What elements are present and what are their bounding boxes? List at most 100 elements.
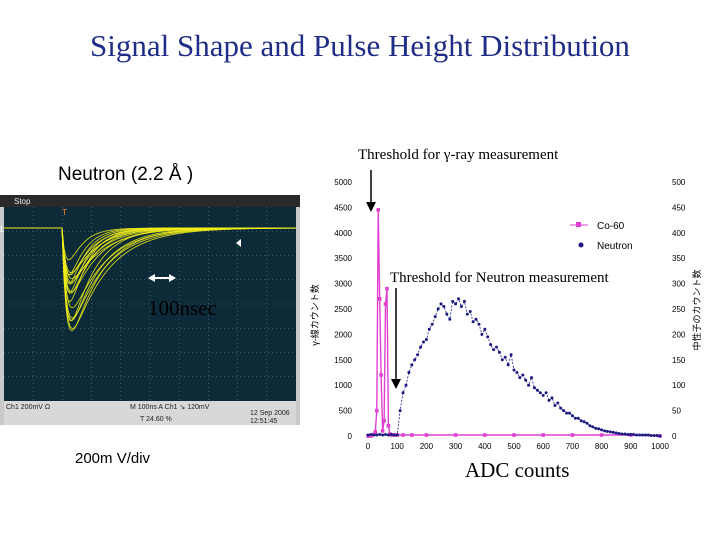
y-right-tick-label: 50 [672,407,681,416]
legend-marker-neutron [578,242,584,248]
data-point-co60 [483,433,487,437]
data-point-neutron [416,353,420,357]
threshold-neutron-label: Threshold for Neutron measurement [390,270,609,286]
data-point-neutron [457,297,460,301]
data-point-neutron [401,391,405,395]
data-point-neutron [623,432,627,436]
data-point-neutron [375,433,379,437]
data-point-neutron [626,433,630,436]
y-right-tick-label: 0 [672,432,677,441]
data-point-neutron [649,434,653,437]
data-point-neutron [442,305,446,308]
y-left-tick-label: 1500 [334,356,352,365]
data-point-neutron [486,335,490,339]
legend-label-neutron: Neutron [597,241,633,252]
data-point-neutron [605,429,609,433]
data-point-neutron [655,434,659,437]
data-point-co60 [369,434,373,438]
data-point-neutron [512,368,516,372]
data-point-neutron [389,433,393,436]
data-point-co60 [401,433,405,437]
data-point-co60 [385,286,389,291]
y-axis-left-label: γ-線カウント数 [309,284,320,346]
data-point-neutron [582,420,586,424]
y-left-tick-label: 2500 [334,305,352,314]
data-point-neutron [568,411,571,415]
trigger-marker: T [62,208,67,217]
y-left-tick-label: 3500 [334,254,352,263]
data-point-neutron [497,350,501,354]
volt-scale-label: 200m V/div [75,450,151,467]
data-point-neutron [603,429,606,433]
data-point-neutron [404,383,408,387]
data-point-neutron [579,419,583,423]
y-left-tick-label: 4000 [334,229,352,238]
data-point-neutron [445,312,449,316]
data-point-neutron [562,409,566,413]
data-point-neutron [480,332,484,336]
data-point-co60 [379,373,383,377]
data-point-neutron [422,340,425,344]
x-tick-label: 700 [566,442,580,451]
channel-marker: 1 [0,225,4,234]
x-tick-label: 100 [391,442,405,451]
data-point-neutron [532,386,536,390]
data-point-neutron [641,433,644,437]
y-axis-right-label: 中性子のカウント数 [691,269,702,350]
scope-info-panel [4,401,296,425]
data-point-neutron [652,434,656,437]
data-point-neutron [398,409,402,413]
y-left-tick-label: 3000 [334,280,352,289]
x-tick-label: 600 [537,442,551,451]
data-point-neutron [588,424,592,428]
y-left-tick-label: 500 [339,407,353,416]
data-point-neutron [427,327,431,331]
y-right-tick-label: 350 [672,254,686,263]
data-point-neutron [538,391,542,395]
data-point-neutron [521,373,525,377]
y-left-tick-label: 1000 [334,381,352,390]
data-point-neutron [459,305,463,308]
data-point-neutron [474,317,478,321]
data-point-neutron [535,388,539,392]
data-point-co60 [599,433,604,437]
data-point-neutron [550,396,554,400]
x-tick-label: 500 [507,442,521,451]
data-point-neutron [395,433,399,437]
data-point-neutron [547,398,551,402]
data-point-neutron [556,401,560,405]
legend-label-co60: Co-60 [597,221,625,232]
data-point-neutron [565,411,569,415]
data-point-neutron [430,322,434,326]
data-point-neutron [454,302,458,306]
data-point-co60 [453,433,458,437]
data-point-neutron [419,345,423,349]
data-point-neutron [658,434,662,438]
scope-timebase-setting: M 100ns A Ch1 ↘ 120mV [130,404,210,411]
time-scale-indicator [148,274,176,282]
data-point-neutron [471,320,475,324]
data-point-neutron [620,432,624,436]
legend-marker-co60 [576,222,581,227]
data-point-neutron [585,421,589,425]
x-tick-label: 300 [449,442,463,451]
y-right-tick-label: 200 [672,330,686,339]
data-point-neutron [541,393,545,397]
scope-trace [4,227,296,275]
data-point-co60 [386,424,391,428]
data-point-neutron [500,358,504,362]
data-point-neutron [366,433,370,437]
data-point-neutron [570,414,574,418]
data-point-neutron [632,433,636,436]
data-point-neutron [638,433,642,437]
y-right-tick-label: 450 [672,203,686,212]
data-point-neutron [600,428,604,432]
chart-series [366,208,662,438]
x-tick-label: 200 [420,442,434,451]
x-tick-label: 800 [595,442,609,451]
data-point-neutron [635,433,639,437]
data-point-neutron [553,404,557,407]
data-point-co60 [380,429,385,433]
data-point-neutron [559,406,563,410]
x-tick-label: 0 [366,442,371,451]
